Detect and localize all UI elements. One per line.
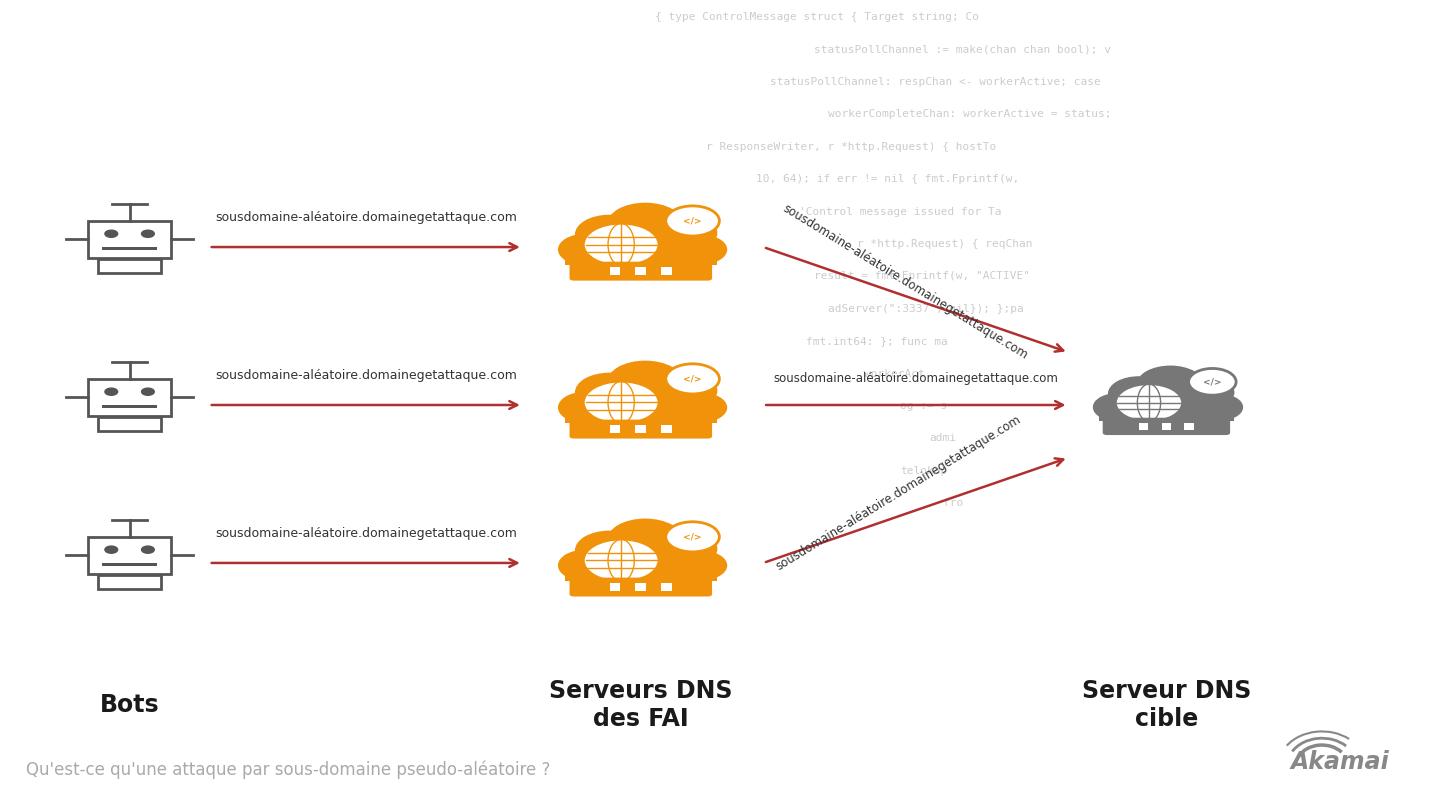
Circle shape [654, 215, 717, 250]
Circle shape [583, 539, 658, 582]
Text: 'Control message issued for Ta: 'Control message issued for Ta [799, 207, 1002, 216]
Circle shape [677, 552, 727, 579]
Text: sousdomaine-aléatoire.domainegetattaque.com: sousdomaine-aléatoire.domainegetattaque.… [773, 372, 1058, 385]
Circle shape [559, 235, 612, 265]
Text: sousdomaine-aléatoire.domainegetattaque.com: sousdomaine-aléatoire.domainegetattaque.… [215, 527, 517, 540]
Circle shape [1138, 366, 1204, 403]
Text: sousdomaine-aléatoire.domainegetattaque.com: sousdomaine-aléatoire.domainegetattaque.… [773, 412, 1022, 573]
Text: Akamai: Akamai [1290, 749, 1390, 774]
Circle shape [1116, 384, 1182, 421]
Circle shape [583, 224, 658, 266]
Circle shape [1198, 394, 1243, 420]
FancyBboxPatch shape [88, 221, 171, 258]
Text: og := s: og := s [900, 401, 948, 411]
Circle shape [608, 203, 683, 245]
FancyBboxPatch shape [570, 578, 713, 596]
Text: adServer(":3337", nil}); };pa: adServer(":3337", nil}); };pa [828, 304, 1024, 313]
Circle shape [665, 364, 720, 394]
FancyBboxPatch shape [635, 583, 647, 591]
Circle shape [576, 373, 644, 411]
FancyBboxPatch shape [88, 537, 171, 573]
Text: </>: </> [1202, 377, 1221, 386]
Circle shape [583, 382, 658, 424]
Text: Bots: Bots [99, 693, 160, 717]
Text: sousdomaine-aléatoire.domainegetattaque.com: sousdomaine-aléatoire.domainegetattaque.… [215, 369, 517, 382]
Circle shape [141, 546, 154, 553]
Text: telokap: telokap [900, 466, 948, 475]
FancyBboxPatch shape [570, 262, 713, 280]
Circle shape [1178, 377, 1234, 408]
Circle shape [677, 394, 727, 421]
Circle shape [654, 531, 717, 566]
FancyBboxPatch shape [102, 246, 157, 250]
FancyBboxPatch shape [609, 425, 621, 433]
FancyBboxPatch shape [661, 583, 672, 591]
FancyBboxPatch shape [1099, 405, 1234, 420]
Text: sousdomaine-aléatoire.domainegetattaque.com: sousdomaine-aléatoire.domainegetattaque.… [215, 211, 517, 224]
FancyBboxPatch shape [102, 404, 157, 408]
Circle shape [654, 373, 717, 408]
FancyBboxPatch shape [661, 425, 672, 433]
Circle shape [105, 546, 118, 553]
Circle shape [608, 361, 683, 403]
FancyBboxPatch shape [98, 417, 161, 431]
FancyBboxPatch shape [98, 259, 161, 273]
Circle shape [608, 519, 683, 561]
FancyBboxPatch shape [102, 562, 157, 566]
FancyBboxPatch shape [1103, 418, 1230, 435]
FancyBboxPatch shape [661, 267, 672, 275]
FancyBboxPatch shape [609, 583, 621, 591]
Circle shape [665, 522, 720, 552]
Text: workerAct: workerAct [864, 369, 924, 378]
Circle shape [677, 236, 727, 263]
FancyBboxPatch shape [564, 247, 717, 265]
Text: Qu'est-ce qu'une attaque par sous-domaine pseudo-aléatoire ?: Qu'est-ce qu'une attaque par sous-domain… [26, 761, 550, 779]
Text: result = fmt.Fprintf(w, "ACTIVE": result = fmt.Fprintf(w, "ACTIVE" [814, 271, 1030, 281]
FancyBboxPatch shape [98, 575, 161, 589]
FancyBboxPatch shape [88, 379, 171, 416]
Text: </>: </> [684, 374, 701, 383]
Circle shape [559, 393, 612, 423]
FancyBboxPatch shape [635, 425, 647, 433]
FancyBboxPatch shape [609, 267, 621, 275]
Circle shape [141, 230, 154, 237]
Text: { type ControlMessage struct { Target string; Co: { type ControlMessage struct { Target st… [655, 12, 979, 22]
Circle shape [576, 531, 644, 569]
Text: admi: admi [929, 433, 956, 443]
Text: Serveurs DNS
des FAI: Serveurs DNS des FAI [549, 679, 733, 731]
Text: </>: </> [684, 532, 701, 541]
Text: fmt.int64: }; func ma: fmt.int64: }; func ma [806, 336, 948, 346]
Circle shape [559, 551, 612, 581]
Circle shape [1093, 394, 1140, 420]
FancyBboxPatch shape [635, 267, 647, 275]
Text: r ResponseWriter, r *http.Request) { hostTo: r ResponseWriter, r *http.Request) { hos… [706, 142, 996, 151]
Circle shape [1109, 377, 1169, 411]
Circle shape [1125, 384, 1208, 430]
Text: statusPollChannel: respChan <- workerActive; case: statusPollChannel: respChan <- workerAct… [770, 77, 1102, 87]
FancyBboxPatch shape [1185, 423, 1194, 430]
Circle shape [665, 206, 720, 236]
FancyBboxPatch shape [564, 563, 717, 581]
Circle shape [105, 230, 118, 237]
FancyBboxPatch shape [1162, 423, 1171, 430]
Text: Serveur DNS
cible: Serveur DNS cible [1081, 679, 1251, 731]
FancyBboxPatch shape [570, 420, 713, 438]
FancyBboxPatch shape [564, 405, 717, 423]
Text: fro: fro [943, 498, 963, 508]
Circle shape [141, 388, 154, 395]
Text: statusPollChannel := make(chan chan bool); v: statusPollChannel := make(chan chan bool… [814, 45, 1110, 54]
Circle shape [595, 382, 687, 433]
Circle shape [595, 539, 687, 591]
Circle shape [576, 215, 644, 254]
Text: 10, 64); if err != nil { fmt.Fprintf(w,: 10, 64); if err != nil { fmt.Fprintf(w, [756, 174, 1020, 184]
Circle shape [105, 388, 118, 395]
Text: </>: </> [684, 216, 701, 225]
Circle shape [1188, 369, 1236, 395]
Text: workerCompleteChan: workerActive = status;: workerCompleteChan: workerActive = statu… [828, 109, 1112, 119]
FancyBboxPatch shape [1139, 423, 1148, 430]
Text: r *http.Request) { reqChan: r *http.Request) { reqChan [857, 239, 1032, 249]
Circle shape [595, 224, 687, 275]
Text: sousdomaine-aléatoire.domainegetattaque.com: sousdomaine-aléatoire.domainegetattaque.… [780, 202, 1030, 362]
